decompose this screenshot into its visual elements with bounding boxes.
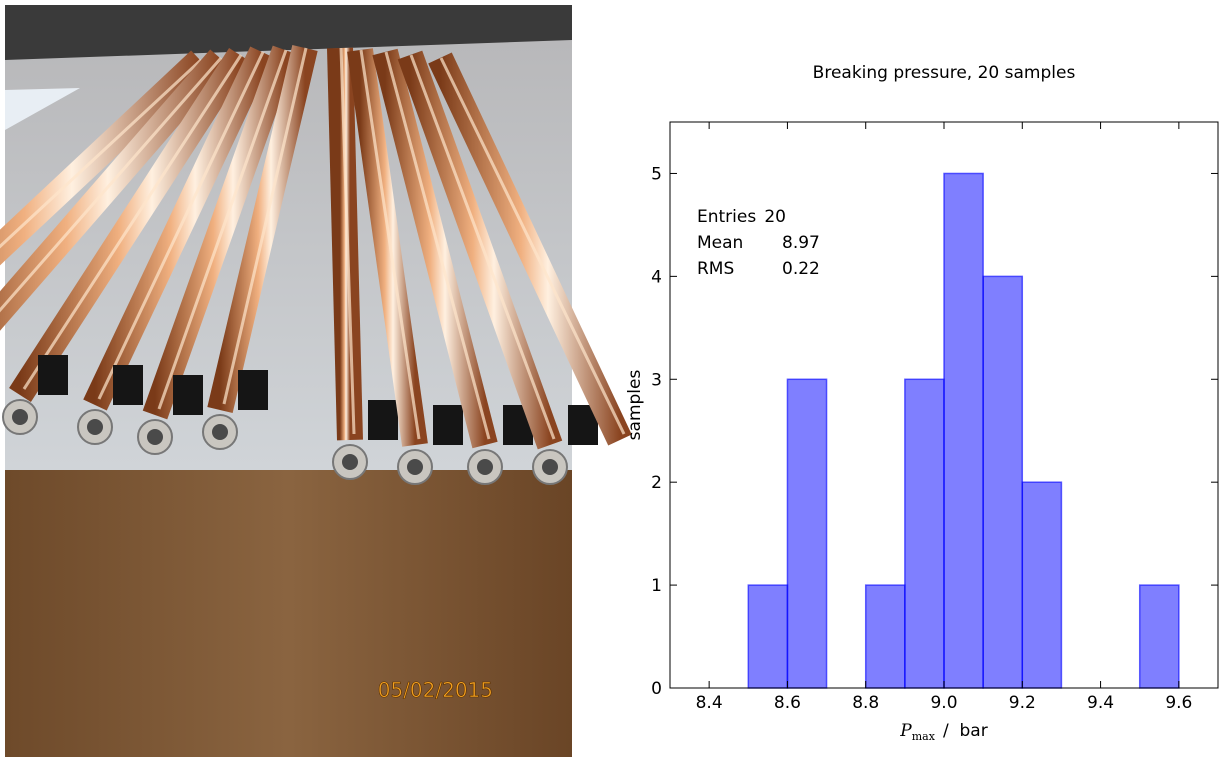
tube-highlight xyxy=(157,49,288,410)
y-tick-label: 3 xyxy=(651,370,662,390)
tubes xyxy=(0,45,632,485)
histogram-bar xyxy=(904,378,945,689)
paper xyxy=(5,88,80,130)
stats-label: RMS xyxy=(697,259,734,279)
fitting-hole xyxy=(342,454,358,470)
x-tick-label: 9.6 xyxy=(1165,693,1192,713)
x-tick-label: 8.6 xyxy=(774,693,801,713)
x-tick-label: 8.8 xyxy=(852,693,879,713)
tube-highlight xyxy=(339,47,356,435)
fitting-hole xyxy=(542,459,558,475)
x-label-symbol: P xyxy=(899,721,912,741)
tube-highlight xyxy=(97,51,265,400)
histogram-bar xyxy=(982,275,1024,689)
tube-highlight xyxy=(0,57,223,313)
tube-highlight xyxy=(384,51,491,440)
y-tick-label: 4 xyxy=(651,267,662,287)
histogram-bar xyxy=(747,584,789,689)
chart: Breaking pressure, 20 samples samples Pm… xyxy=(625,63,1219,743)
foam-block xyxy=(238,370,268,410)
stats-value: 8.97 xyxy=(782,233,820,253)
tube xyxy=(347,48,428,447)
stats-label: Entries xyxy=(697,207,756,227)
x-axis-label: Pmax / bar xyxy=(899,721,987,743)
tube xyxy=(428,52,632,446)
y-tick-label: 1 xyxy=(651,576,662,596)
histogram-bar xyxy=(864,584,906,689)
photo: 05/02/2015 xyxy=(0,5,632,757)
fitting-hole xyxy=(407,459,423,475)
foam-block xyxy=(38,355,68,395)
date-stamp: 05/02/2015 xyxy=(378,678,493,702)
y-tick-label: 5 xyxy=(651,164,662,184)
fitting-hole xyxy=(147,429,163,445)
fitting-hole xyxy=(87,419,103,435)
tube-highlight xyxy=(409,54,556,440)
histogram-bar xyxy=(943,172,984,689)
tube xyxy=(397,50,563,450)
foam-block xyxy=(173,375,203,415)
tube xyxy=(327,47,363,441)
stats-value: 0.22 xyxy=(782,259,820,279)
fitting-hole xyxy=(212,424,228,440)
tube xyxy=(372,48,498,449)
y-axis-label: samples xyxy=(625,370,645,441)
tube-highlight xyxy=(222,47,308,405)
x-tick-label: 9.4 xyxy=(1087,693,1114,713)
chart-title: Breaking pressure, 20 samples xyxy=(813,63,1076,83)
fitting-hole xyxy=(477,459,493,475)
x-label-subscript: max xyxy=(912,730,936,743)
tube-highlight xyxy=(22,54,243,390)
stats-label: Mean xyxy=(697,233,743,253)
tube-highlight xyxy=(0,58,203,249)
x-label-unit: / bar xyxy=(943,721,988,741)
foam-block xyxy=(368,400,398,440)
tube-highlight xyxy=(359,49,421,440)
y-tick-label: 0 xyxy=(651,679,662,699)
histogram-bar xyxy=(1021,481,1063,689)
foam-block xyxy=(433,405,463,445)
x-tick-label: 9.2 xyxy=(1009,693,1036,713)
x-tick-label: 9.0 xyxy=(930,693,957,713)
x-tick-label: 8.4 xyxy=(696,693,723,713)
foam-block xyxy=(113,365,143,405)
histogram-bar xyxy=(1138,584,1180,689)
histogram-bar xyxy=(786,378,828,689)
stats-value: 20 xyxy=(764,207,786,227)
tube-highlight xyxy=(439,57,626,435)
y-tick-label: 2 xyxy=(651,473,662,493)
fitting-hole xyxy=(12,409,28,425)
